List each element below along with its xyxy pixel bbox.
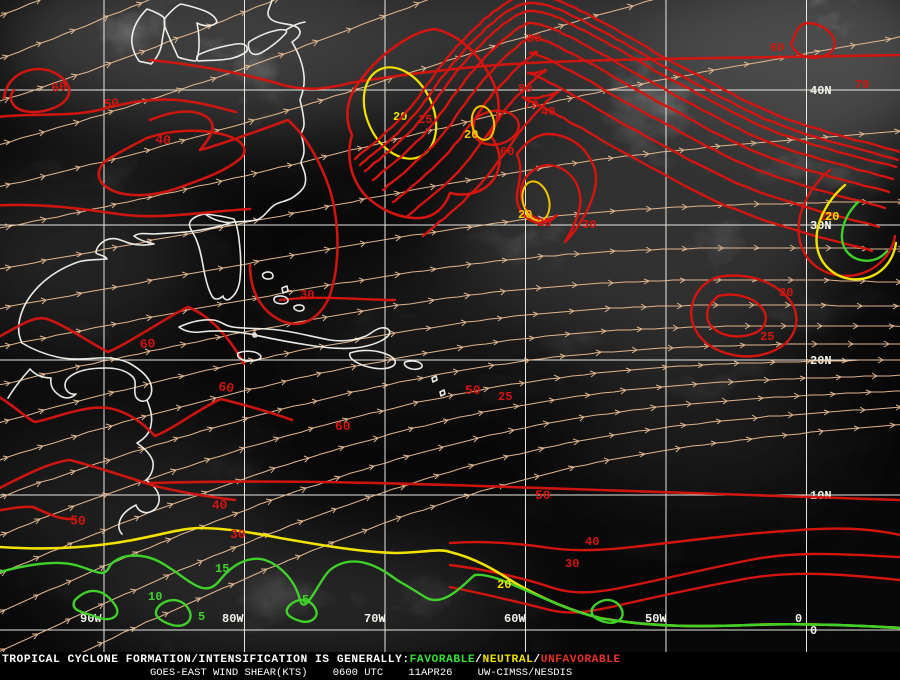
svg-text:50: 50 [70, 513, 87, 529]
svg-text:25: 25 [760, 330, 774, 344]
svg-text:40N: 40N [810, 84, 832, 98]
svg-text:40: 40 [585, 535, 599, 549]
svg-text:10: 10 [148, 590, 162, 604]
svg-text:20: 20 [464, 128, 478, 142]
svg-text:50: 50 [465, 383, 481, 398]
svg-text:30: 30 [300, 288, 314, 302]
svg-text:30: 30 [582, 218, 596, 232]
svg-text:70: 70 [855, 78, 869, 92]
svg-text:0: 0 [810, 624, 817, 638]
svg-text:TROPICAL CYCLONE FORMATION/INT: TROPICAL CYCLONE FORMATION/INTENSIFICATI… [2, 654, 621, 666]
svg-text:60: 60 [335, 419, 351, 434]
svg-text:15: 15 [215, 562, 229, 576]
svg-text:90: 90 [527, 32, 541, 46]
svg-text:25: 25 [498, 390, 512, 404]
svg-text:40: 40 [541, 105, 555, 119]
svg-text:20: 20 [497, 578, 511, 592]
svg-text:20: 20 [518, 208, 532, 222]
svg-text:70W: 70W [364, 612, 386, 626]
svg-text:70: 70 [524, 98, 538, 112]
svg-text:60W: 60W [504, 612, 526, 626]
svg-text:60: 60 [217, 379, 235, 396]
svg-text:40: 40 [212, 497, 228, 513]
svg-text:60: 60 [770, 41, 784, 55]
svg-text:60: 60 [50, 79, 68, 96]
svg-text:60: 60 [500, 145, 514, 159]
svg-text:25: 25 [537, 216, 551, 230]
svg-text:30: 30 [779, 286, 793, 300]
svg-text:30: 30 [230, 527, 246, 542]
svg-text:50: 50 [535, 488, 551, 503]
svg-text:50: 50 [103, 96, 120, 112]
svg-text:60: 60 [139, 336, 156, 352]
svg-text:GOES-EAST WIND SHEAR(KTS) 0: GOES-EAST WIND SHEAR(KTS) 0600 UTC 11APR… [150, 667, 572, 679]
svg-text:80W: 80W [222, 612, 244, 626]
svg-text:80: 80 [518, 82, 532, 96]
svg-text:5: 5 [302, 593, 309, 607]
svg-text:30: 30 [565, 557, 579, 571]
svg-text:20: 20 [825, 210, 839, 224]
svg-text:5: 5 [198, 610, 205, 624]
svg-text:40: 40 [155, 132, 172, 148]
